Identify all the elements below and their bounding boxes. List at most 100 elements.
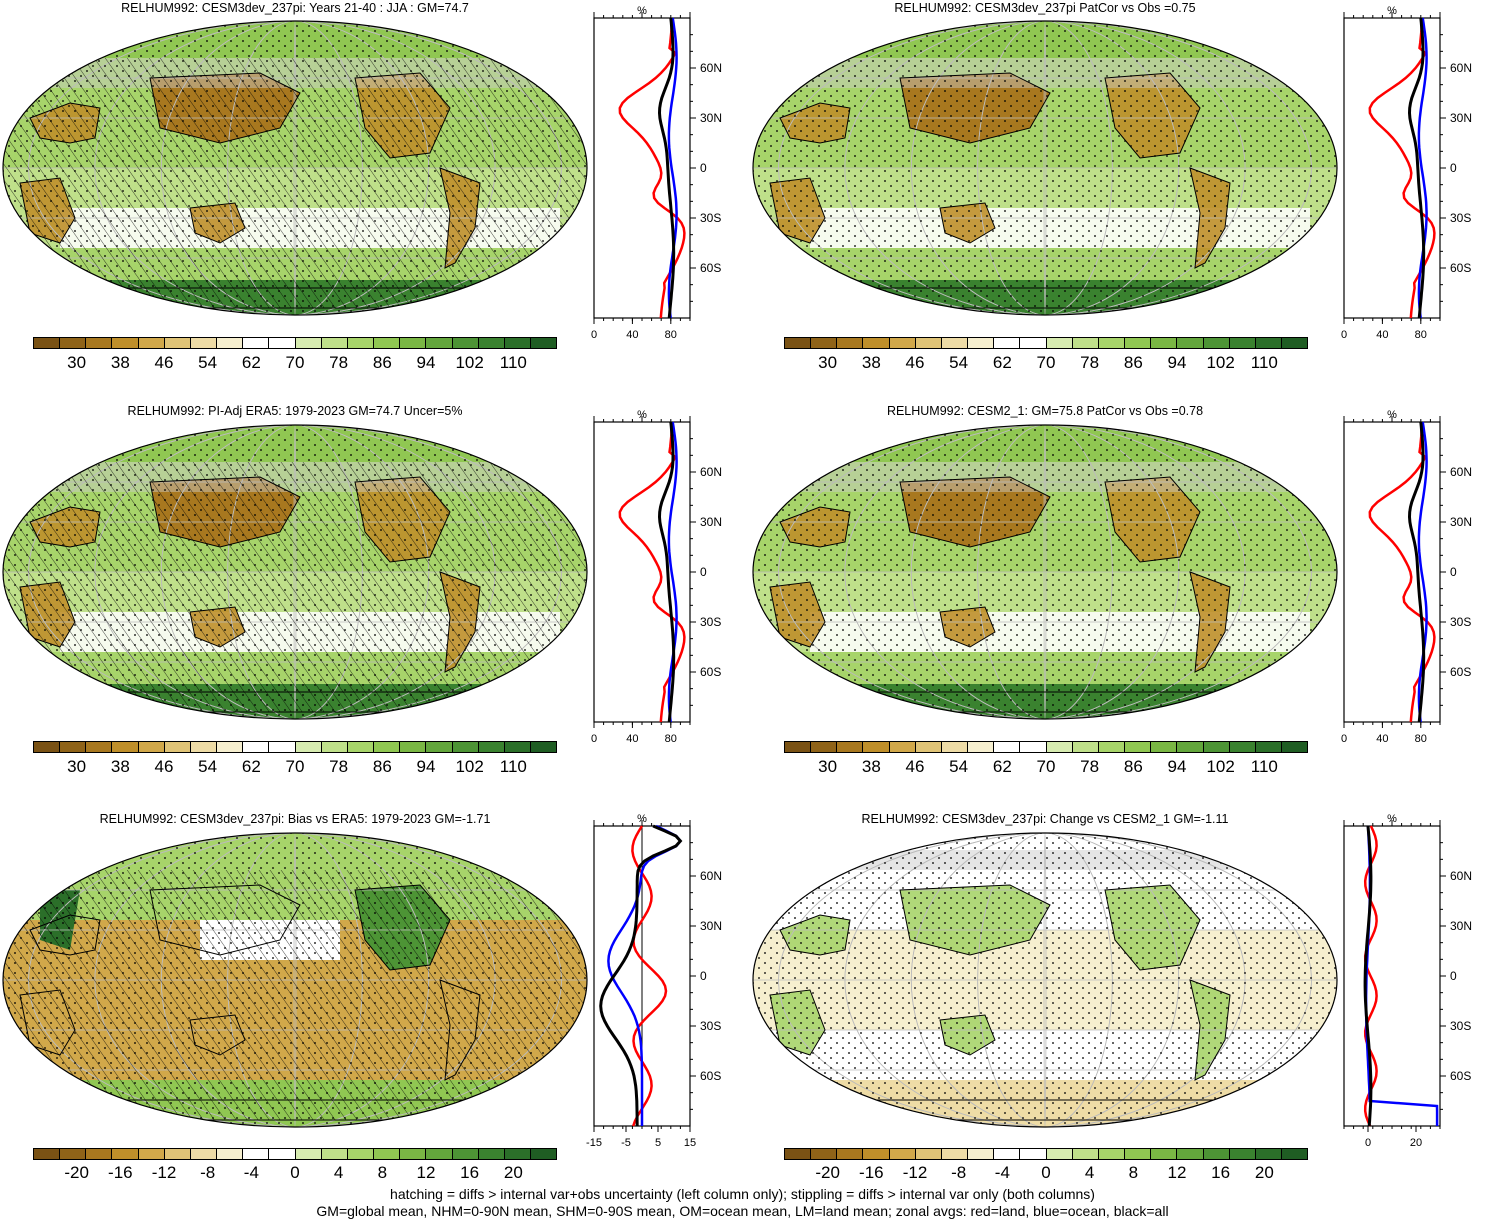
zonal-unit-label: %: [1387, 409, 1397, 421]
zonal-x-label: 40: [1376, 329, 1388, 341]
colorbar-labels: 30 38 46 54 62 70 78 86 94 102 110: [784, 353, 1308, 373]
zonal-ocean-curve: [607, 824, 683, 1126]
zonal-unit-label: %: [1387, 813, 1397, 825]
colorbar-tick-label: 54: [198, 353, 218, 372]
colorbar-tick-label: 46: [154, 353, 174, 372]
colorbar-tick-label: -20: [815, 1163, 840, 1182]
zonal-lat-label: 30S: [700, 615, 721, 629]
colorbar-tick-label: 46: [905, 353, 925, 372]
colorbar-tick-label: 110: [499, 757, 527, 776]
colorbar-tick-label: 0: [1041, 1163, 1051, 1182]
colorbar-tick-label: 70: [285, 353, 305, 372]
zonal-lat-label: 60S: [1450, 1069, 1471, 1083]
zonal-lat-label: 30S: [1450, 211, 1471, 225]
zonal-x-label: 0: [1341, 329, 1347, 341]
zonal-lat-label: 0: [1450, 161, 1457, 175]
zonal-lat-label: 30S: [700, 211, 721, 225]
colorbar-tick-label: 94: [1167, 757, 1187, 776]
zonal-all-curve: [1363, 825, 1373, 1127]
zonal-x-label: 40: [626, 733, 638, 745]
zonal-x-label: 0: [1365, 1137, 1371, 1149]
zonal-lat-label: 0: [1450, 565, 1457, 579]
zonal-x-label: 20: [1410, 1137, 1422, 1149]
zonal-lat-label: 30N: [700, 919, 722, 933]
zonal-x-label: 80: [665, 733, 677, 745]
colorbar-tick-label: 54: [949, 757, 969, 776]
colorbar-tick-label: -20: [64, 1163, 89, 1182]
zonal-lat-label: 30N: [700, 515, 722, 529]
colorbar-tick-label: 78: [1080, 757, 1100, 776]
colorbar-tick-label: 102: [455, 757, 484, 776]
zonal-lat-label: 30N: [1450, 111, 1472, 125]
colorbar-tick-label: 54: [949, 353, 969, 372]
colorbar-tick-label: 70: [285, 757, 305, 776]
zonal-x-label: 15: [684, 1137, 696, 1149]
colorbar-tick-label: 86: [1123, 757, 1143, 776]
zonal-all-curve: [1407, 421, 1426, 723]
zonal-lat-label: 60N: [700, 61, 722, 75]
panel-title: RELHUM992: CESM2_1: GM=75.8 PatCor vs Ob…: [886, 404, 1204, 418]
colorbar-labels: -20 -16 -12 -8 -4 0 4 8 12 16 20: [784, 1163, 1308, 1183]
zonal-x-label: 40: [626, 329, 638, 341]
colorbar-labels: 30 38 46 54 62 70 78 86 94 102 110: [784, 757, 1308, 777]
colorbar-tick-label: 4: [333, 1163, 344, 1182]
colorbar-tick-label: 0: [290, 1163, 300, 1182]
zonal-unit-label: %: [637, 409, 647, 421]
zonal-ocean-curve: [1417, 17, 1428, 319]
zonal-all-curve: [657, 421, 676, 723]
colorbar-tick-label: 62: [992, 757, 1012, 776]
colorbar-tick-label: -12: [151, 1163, 177, 1182]
colorbar-tick-label: 94: [416, 353, 436, 372]
zonal-x-label: 0: [591, 733, 597, 745]
map-robinson: [2, 832, 588, 1128]
zonal-lat-label: 60N: [700, 869, 722, 883]
colorbar: [33, 1148, 557, 1160]
zonal-x-label: -15: [586, 1137, 602, 1149]
zonal-all-curve: [1407, 17, 1426, 319]
colorbar-tick-label: 54: [198, 757, 218, 776]
zonal-x-label: 80: [1415, 733, 1427, 745]
colorbar-tick-label: 20: [1254, 1163, 1274, 1182]
panel-title: RELHUM992: PI-Adj ERA5: 1979-2023 GM=74.…: [127, 404, 463, 418]
zonal-lat-label: 0: [700, 565, 707, 579]
footer-note-2: GM=global mean, NHM=0-90N mean, SHM=0-90…: [316, 1203, 1169, 1219]
zonal-mean-plot: % 60N 30N 0 30S 60S -15 -5 5 15: [586, 813, 722, 1149]
zonal-lat-label: 0: [1450, 969, 1457, 983]
zonal-mean-plot: % 60N 30N 0 30S 60S 0 40 80: [591, 409, 722, 745]
colorbar-tick-label: 70: [1036, 757, 1056, 776]
colorbar-tick-label: 46: [905, 757, 925, 776]
colorbar-tick-label: 12: [416, 1163, 436, 1182]
colorbar-tick-label: -4: [243, 1163, 259, 1182]
colorbar-tick-label: 30: [67, 353, 87, 372]
colorbar-tick-label: -4: [994, 1163, 1010, 1182]
zonal-lat-label: 60S: [1450, 665, 1471, 679]
colorbar-tick-label: 4: [1084, 1163, 1095, 1182]
colorbar-tick-label: 8: [377, 1163, 388, 1182]
colorbar-tick-label: 78: [329, 757, 349, 776]
zonal-x-label: -5: [621, 1137, 631, 1149]
colorbar-tick-label: 86: [372, 353, 392, 372]
zonal-x-label: 80: [1415, 329, 1427, 341]
colorbar-tick-label: 70: [1036, 353, 1056, 372]
colorbar-tick-label: -16: [108, 1163, 133, 1182]
colorbar-tick-label: 38: [861, 353, 881, 372]
zonal-lat-label: 30S: [700, 1019, 721, 1033]
zonal-x-label: 40: [1376, 733, 1388, 745]
colorbar-tick-label: 78: [329, 353, 349, 372]
zonal-unit-label: %: [1387, 5, 1397, 17]
colorbar-tick-label: 110: [499, 353, 527, 372]
colorbar-tick-label: 94: [1167, 353, 1187, 372]
zonal-lat-label: 60N: [1450, 869, 1472, 883]
zonal-x-label: 0: [1341, 733, 1347, 745]
colorbar-tick-label: 30: [67, 757, 87, 776]
zonal-x-label: 0: [591, 329, 597, 341]
zonal-lat-label: 0: [700, 969, 707, 983]
zonal-x-label: 5: [655, 1137, 661, 1149]
zonal-ocean-curve: [1364, 825, 1439, 1126]
zonal-lat-label: 60N: [700, 465, 722, 479]
colorbar-tick-label: 30: [818, 353, 838, 372]
colorbar-labels: 30 38 46 54 62 70 78 86 94 102 110: [33, 757, 557, 777]
colorbar-tick-label: 78: [1080, 353, 1100, 372]
zonal-mean-plot: % 60N 30N 0 30S 60S 0 40 80: [1341, 5, 1472, 341]
colorbar-tick-label: 38: [110, 353, 130, 372]
